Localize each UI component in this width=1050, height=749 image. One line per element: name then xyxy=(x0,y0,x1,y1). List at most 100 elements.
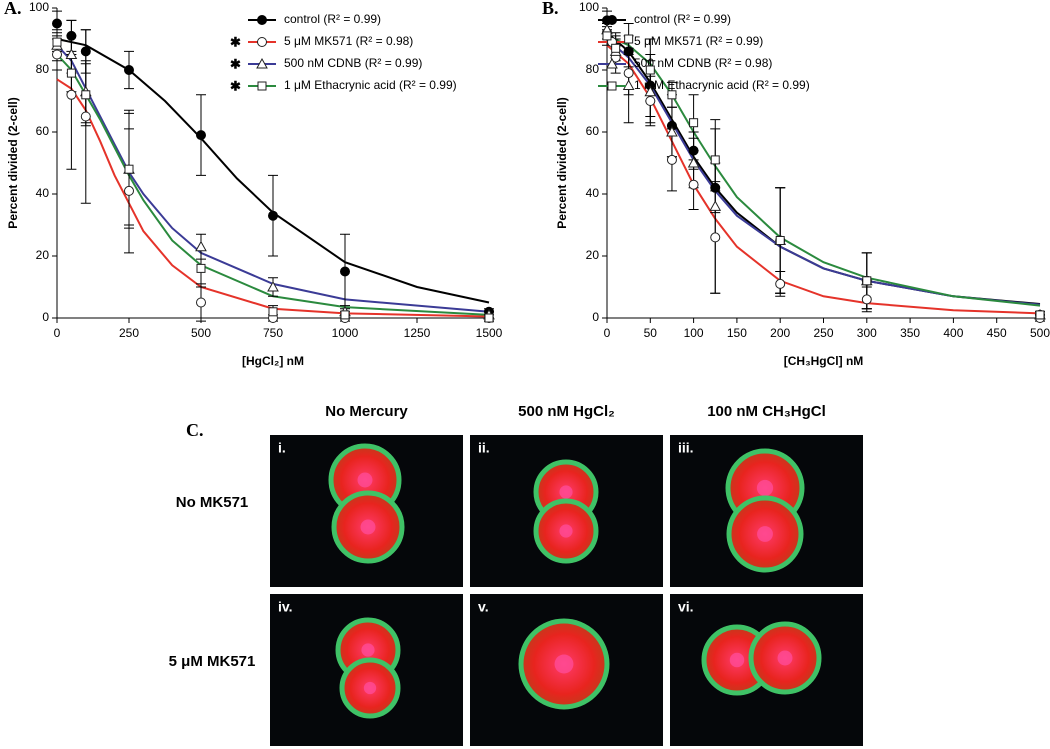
legend-label: 5 μM MK571 (R² = 0.99) xyxy=(634,34,763,48)
panel-number: ii. xyxy=(478,440,490,456)
legend-label: 1 μM Ethacrynic acid (R² = 0.99) xyxy=(284,78,457,92)
marker xyxy=(196,130,206,141)
column-header: 100 nM CH₃HgCl xyxy=(707,403,826,420)
x-tick-label: 350 xyxy=(900,326,920,340)
marker xyxy=(257,81,267,91)
marker xyxy=(52,49,62,60)
nucleus xyxy=(757,526,773,542)
panel-number: iv. xyxy=(278,599,293,615)
marker xyxy=(80,46,91,57)
marker xyxy=(124,65,134,75)
x-tick-label: 250 xyxy=(119,326,139,340)
legend-label: 5 μM MK571 (R² = 0.98) xyxy=(284,34,413,48)
y-axis-label: Percent divided (2-cell) xyxy=(6,97,20,228)
marker xyxy=(267,280,279,292)
panel-label: B. xyxy=(542,0,559,18)
legend-label: 500 nM CDNB (R² = 0.98) xyxy=(634,56,772,70)
marker xyxy=(340,266,350,277)
legend-annotation: ✱ xyxy=(230,34,241,49)
marker xyxy=(268,307,278,317)
marker xyxy=(645,65,655,75)
x-tick-label: 400 xyxy=(943,326,963,340)
marker xyxy=(861,294,872,305)
marker xyxy=(775,278,786,289)
y-tick-label: 20 xyxy=(36,248,50,262)
legend-label: control (R² = 0.99) xyxy=(284,12,381,26)
marker xyxy=(80,111,91,122)
fit-curve xyxy=(56,38,490,304)
legend-annotation: ✱ xyxy=(230,78,241,93)
marker xyxy=(644,85,657,97)
nucleus xyxy=(559,485,573,499)
nucleus xyxy=(363,681,377,695)
x-tick-label: 0 xyxy=(604,326,611,340)
panel-label: A. xyxy=(4,0,22,18)
marker xyxy=(666,154,677,165)
marker xyxy=(66,68,76,78)
marker xyxy=(775,236,785,245)
panel-label: C. xyxy=(186,420,204,440)
x-tick-label: 100 xyxy=(684,326,704,340)
panel-number: i. xyxy=(278,440,286,456)
x-tick-label: 1500 xyxy=(476,326,503,340)
marker xyxy=(340,310,350,320)
marker xyxy=(689,118,699,128)
marker xyxy=(52,37,62,47)
marker xyxy=(257,37,267,47)
marker xyxy=(268,210,278,221)
y-tick-label: 20 xyxy=(586,248,600,262)
x-tick-label: 50 xyxy=(644,326,658,340)
marker xyxy=(1035,310,1045,320)
y-tick-label: 60 xyxy=(36,124,50,138)
x-tick-label: 150 xyxy=(727,326,747,340)
marker xyxy=(66,89,77,100)
y-tick-label: 40 xyxy=(36,186,50,200)
marker xyxy=(124,164,134,174)
x-tick-label: 1250 xyxy=(404,326,431,340)
marker xyxy=(688,145,699,156)
y-axis-label: Percent divided (2-cell) xyxy=(555,97,569,228)
fit-curve xyxy=(56,44,490,313)
nucleus xyxy=(559,524,573,538)
column-header: 500 nM HgCl₂ xyxy=(518,403,615,420)
marker xyxy=(196,297,206,308)
panel-number: v. xyxy=(478,599,489,615)
marker xyxy=(622,79,635,90)
y-tick-label: 80 xyxy=(36,62,50,76)
marker xyxy=(66,30,77,41)
marker xyxy=(81,90,91,100)
marker xyxy=(607,81,617,91)
marker xyxy=(65,48,78,59)
x-tick-label: 450 xyxy=(987,326,1007,340)
x-tick-label: 500 xyxy=(1030,326,1050,340)
panel-number: vi. xyxy=(678,599,694,615)
x-tick-label: 250 xyxy=(813,326,833,340)
marker xyxy=(645,96,656,106)
marker xyxy=(710,155,720,165)
x-axis-label: [CH₃HgCl] nM xyxy=(784,354,864,368)
marker xyxy=(709,200,722,211)
row-header: No MK571 xyxy=(176,494,249,511)
nucleus xyxy=(361,643,375,657)
x-tick-label: 750 xyxy=(263,326,283,340)
marker xyxy=(623,68,634,79)
legend-annotation: ✱ xyxy=(230,56,241,71)
marker xyxy=(667,90,677,100)
nucleus xyxy=(357,472,373,488)
marker xyxy=(624,34,634,44)
marker xyxy=(862,276,872,286)
x-tick-label: 500 xyxy=(191,326,211,340)
y-tick-label: 0 xyxy=(592,310,599,324)
fit-curve xyxy=(56,78,490,318)
marker xyxy=(124,185,134,196)
x-tick-label: 300 xyxy=(857,326,877,340)
y-tick-label: 40 xyxy=(586,186,600,200)
marker xyxy=(710,182,721,193)
nucleus xyxy=(360,519,376,535)
marker xyxy=(623,46,634,57)
marker xyxy=(606,57,618,69)
marker xyxy=(256,57,268,69)
x-tick-label: 200 xyxy=(770,326,790,340)
y-tick-label: 80 xyxy=(586,62,600,76)
marker xyxy=(196,263,206,273)
